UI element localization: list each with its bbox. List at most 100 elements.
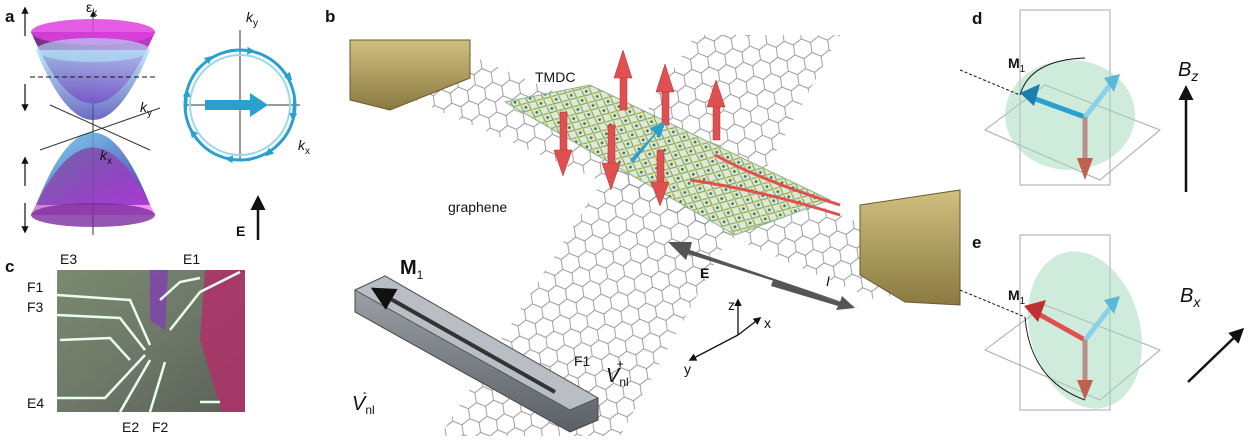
cone-top bbox=[36, 38, 150, 62]
shape bbox=[688, 334, 739, 361]
field-label: E bbox=[236, 223, 245, 239]
ky-axis-line bbox=[49, 104, 151, 151]
text-part: M bbox=[1008, 287, 1020, 303]
panel-label: b bbox=[325, 7, 335, 26]
text-part: k bbox=[100, 147, 108, 163]
shape bbox=[656, 149, 665, 186]
panel-label: a bbox=[5, 7, 15, 26]
text-part: M bbox=[400, 257, 417, 279]
text-part: k bbox=[246, 9, 254, 25]
graphene-label: graphene bbox=[448, 199, 507, 215]
text-part: ε bbox=[86, 0, 92, 15]
text-part: x bbox=[107, 156, 112, 167]
shape bbox=[712, 104, 721, 141]
kx-label: kx bbox=[100, 147, 112, 167]
spin-current bbox=[689, 178, 841, 217]
field-label: Bz bbox=[1178, 59, 1198, 84]
shape bbox=[661, 89, 670, 126]
shape bbox=[607, 124, 616, 166]
current-arrow bbox=[771, 280, 855, 310]
shape bbox=[265, 139, 283, 157]
shape bbox=[56, 293, 152, 346]
kx-axis-line bbox=[39, 107, 161, 151]
gold-contact bbox=[349, 39, 471, 111]
v-plus-label: Vnl + bbox=[606, 357, 629, 389]
precession-plane bbox=[1027, 251, 1143, 409]
spin-head bbox=[1104, 296, 1120, 314]
shape bbox=[190, 129, 205, 148]
shape bbox=[224, 155, 251, 164]
text-part: nl bbox=[365, 403, 374, 417]
shape bbox=[195, 55, 213, 71]
flake-purple bbox=[150, 270, 168, 330]
spin-blue bbox=[630, 122, 665, 163]
spin-head bbox=[1104, 74, 1120, 92]
shape bbox=[613, 49, 633, 79]
panel-label: d bbox=[972, 9, 982, 28]
text-part: B bbox=[1178, 59, 1191, 81]
cone-top bbox=[31, 19, 155, 45]
field-arrow-b bbox=[668, 242, 860, 308]
upper-cone-inner bbox=[36, 50, 150, 120]
text-part: B bbox=[1180, 285, 1193, 307]
text-part: V bbox=[606, 365, 621, 387]
text-part: + bbox=[617, 357, 624, 371]
circle-ky-label: ky bbox=[246, 9, 258, 29]
spin-arrows-red bbox=[553, 49, 841, 217]
precession-arc bbox=[1019, 57, 1086, 96]
spin-light bbox=[1083, 83, 1112, 119]
text-part: k bbox=[92, 8, 98, 19]
text-part: - bbox=[363, 385, 367, 399]
text-part: z bbox=[1190, 68, 1198, 84]
shape bbox=[159, 276, 201, 301]
shape bbox=[275, 62, 293, 81]
panel-d: d M1 Bz bbox=[959, 9, 1198, 192]
spin-red bbox=[1033, 309, 1087, 343]
field-arrow bbox=[1187, 327, 1245, 383]
spin-head bbox=[1077, 158, 1093, 180]
m-direction bbox=[959, 69, 1021, 96]
axis-z: z bbox=[728, 297, 735, 313]
text-part: M bbox=[1008, 55, 1020, 71]
panel-a: a εk ky kx ky kx bbox=[5, 0, 310, 240]
precession-arc bbox=[1024, 316, 1086, 401]
shape bbox=[650, 181, 670, 207]
text-part: x bbox=[305, 146, 310, 157]
spin-head bbox=[1077, 380, 1093, 400]
field-label: E bbox=[700, 265, 709, 281]
energy-axis-label: εk bbox=[86, 0, 98, 19]
shape bbox=[737, 317, 762, 336]
shape bbox=[553, 149, 573, 177]
spin-light bbox=[1083, 306, 1112, 342]
shape bbox=[56, 313, 146, 351]
shape bbox=[289, 99, 298, 122]
panel-e: e M1 Bx bbox=[959, 233, 1245, 411]
magnet-label: M1 bbox=[400, 257, 424, 282]
text-part: 1 bbox=[1020, 64, 1026, 75]
contact-label: E4 bbox=[27, 395, 44, 411]
shape bbox=[601, 162, 621, 191]
m-direction bbox=[959, 289, 1026, 318]
magnetization-arrow bbox=[370, 287, 556, 394]
text-part: y bbox=[147, 108, 152, 119]
contact-label: F1 bbox=[27, 279, 44, 295]
spin-head bbox=[1020, 84, 1040, 106]
axis-y: y bbox=[684, 361, 691, 377]
panel-c: c E3 E1 F1 F3 E4 E2 F2 bbox=[5, 251, 245, 435]
plane-vertical bbox=[1019, 234, 1111, 411]
text-part: k bbox=[298, 137, 306, 153]
contact-label: F3 bbox=[27, 299, 44, 315]
shape bbox=[169, 270, 241, 331]
shape bbox=[57, 354, 146, 400]
shape bbox=[559, 111, 568, 153]
magnet-label: M1 bbox=[1008, 55, 1026, 75]
text-part: 1 bbox=[417, 268, 424, 282]
contact-label: F1 bbox=[574, 353, 591, 369]
contact-label: E1 bbox=[183, 251, 200, 267]
coordinate-axes bbox=[688, 298, 762, 361]
cone-bottom bbox=[31, 203, 155, 227]
gold-contact bbox=[859, 189, 961, 306]
shape bbox=[655, 63, 675, 93]
fermi-circle-inner bbox=[189, 54, 291, 156]
spin-blue bbox=[1029, 94, 1086, 120]
